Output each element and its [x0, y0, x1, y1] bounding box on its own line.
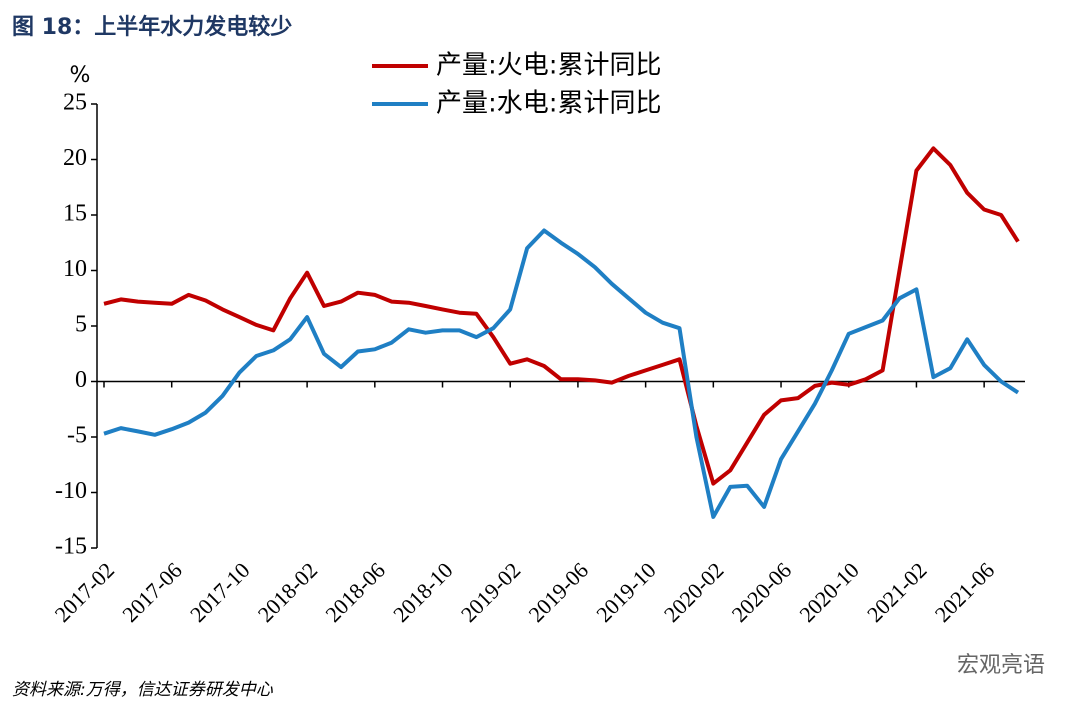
y-unit: % — [70, 63, 91, 88]
x-tick-label: 2017-02 — [50, 557, 120, 627]
legend-label: 产量:火电:累计同比 — [436, 51, 662, 81]
x-tick-label: 2018-10 — [388, 557, 458, 627]
y-tick-label: 5 — [75, 312, 87, 338]
y-tick-label: 10 — [63, 256, 87, 282]
x-tick-label: 2017-10 — [185, 557, 255, 627]
x-tick-label: 2020-06 — [727, 557, 797, 627]
legend-label: 产量:水电:累计同比 — [436, 89, 662, 119]
y-tick-label: 0 — [75, 367, 87, 393]
x-tick-label: 2020-02 — [659, 557, 729, 627]
x-tick-label: 2019-02 — [456, 557, 526, 627]
y-tick-label: -10 — [55, 478, 87, 504]
chart-title: 图 18：上半年水力发电较少 — [12, 14, 292, 40]
watermark: 宏观亮语 — [957, 653, 1045, 678]
x-tick-label: 2019-10 — [591, 557, 661, 627]
y-tick-label: 20 — [63, 145, 87, 171]
x-tick-label: 2017-06 — [117, 557, 187, 627]
source: 资料来源:万得，信达证券研发中心 — [12, 680, 274, 700]
y-tick-label: -15 — [55, 534, 87, 560]
y-tick-label: 15 — [63, 201, 87, 227]
line-series — [103, 146, 1020, 486]
y-tick-label: 25 — [63, 90, 87, 116]
x-tick-label: 2018-06 — [320, 557, 390, 627]
y-tick-label: -5 — [67, 423, 87, 449]
x-tick-label: 2021-06 — [930, 557, 1000, 627]
x-tick-label: 2020-10 — [794, 557, 864, 627]
x-tick-label: 2019-06 — [524, 557, 594, 627]
x-tick-label: 2021-02 — [862, 557, 932, 627]
x-tick-label: 2018-02 — [253, 557, 323, 627]
line-series — [103, 228, 1020, 519]
